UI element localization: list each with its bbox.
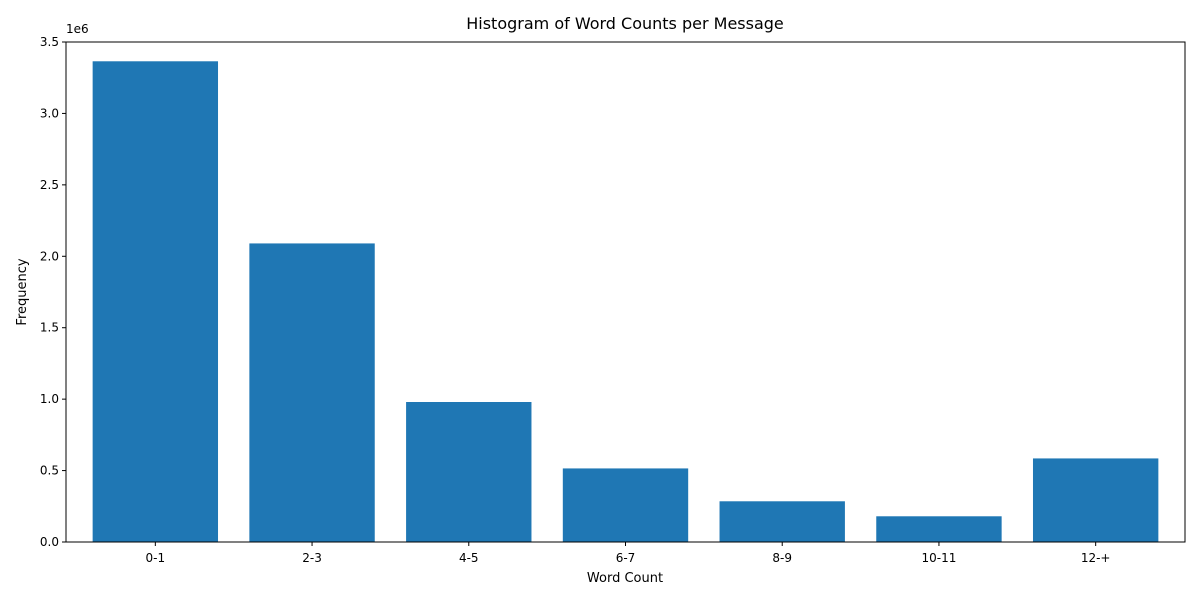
x-tick-label: 12-+ <box>1081 551 1111 565</box>
y-tick-label: 1.0 <box>40 392 59 406</box>
y-tick-label: 2.0 <box>40 249 59 263</box>
bar-10-11 <box>876 516 1002 542</box>
y-tick-label: 2.5 <box>40 178 59 192</box>
y-offset-label: 1e6 <box>66 22 89 36</box>
bar-12-+ <box>1032 458 1159 542</box>
plot-frame <box>65 41 1186 543</box>
bar-8-9 <box>719 501 845 542</box>
y-tick-label: 0.0 <box>40 535 59 549</box>
bar-0-1 <box>92 61 219 543</box>
x-tick-label: 6-7 <box>616 551 636 565</box>
bar-4-5 <box>406 402 532 542</box>
x-tick-label: 4-5 <box>459 551 479 565</box>
x-tick-label: 8-9 <box>772 551 792 565</box>
y-tick-label: 0.5 <box>40 464 59 478</box>
x-axis-label: Word Count <box>587 571 663 586</box>
x-tick-label: 2-3 <box>302 551 322 565</box>
y-tick-label: 1.5 <box>40 321 59 335</box>
x-tick-label: 0-1 <box>146 551 166 565</box>
chart-title: Histogram of Word Counts per Message <box>466 14 784 33</box>
bar-2-3 <box>249 243 375 542</box>
y-tick-label: 3.5 <box>40 35 59 49</box>
y-axis-label: Frequency <box>15 258 30 325</box>
bar-6-7 <box>562 468 689 542</box>
x-tick-label: 10-11 <box>922 551 957 565</box>
plot-area: 0-1 2-3 4-5 6-7 8-9 10-11 12-+ 0.0 0.5 1.0 1.5 2.0 2… <box>40 35 1159 565</box>
y-tick-label: 3.0 <box>40 106 59 120</box>
